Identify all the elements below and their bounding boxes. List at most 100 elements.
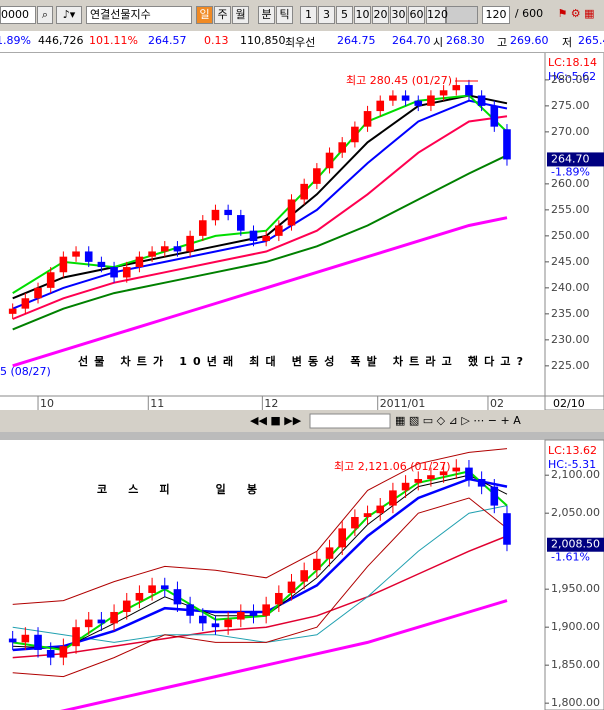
candle-body — [59, 256, 68, 273]
hc-label: HC:-5.62 — [548, 70, 596, 83]
top-plot — [8, 77, 511, 368]
lc-label: LC:18.14 — [548, 56, 597, 69]
candle-body — [401, 95, 410, 101]
y-tick-label: 1,800.00 — [551, 696, 600, 709]
candle-body — [198, 615, 207, 624]
y-tick-label: 275.00 — [551, 99, 590, 112]
candle-body — [122, 267, 131, 278]
x-tick-label: 12 — [264, 397, 278, 410]
candle-body — [59, 646, 68, 658]
moving-average — [12, 535, 508, 659]
candle-body — [21, 298, 30, 309]
count-input[interactable]: 120 — [482, 6, 510, 24]
candle-body — [503, 513, 511, 545]
y-tick-label: 1,850.00 — [551, 658, 600, 671]
quote-field: 고 — [497, 36, 508, 49]
price-tag-label: 2,008.50 — [551, 538, 600, 551]
period-button[interactable]: 일 — [196, 6, 213, 24]
period-button[interactable]: 1 — [300, 6, 317, 24]
candle-body — [211, 623, 220, 628]
candle-body — [477, 95, 486, 106]
period-button[interactable]: 주 — [214, 6, 231, 24]
sound-button[interactable]: ♪▾ — [56, 6, 82, 24]
candle-body — [351, 126, 359, 143]
candle-body — [224, 619, 232, 628]
change-label: -1.61% — [551, 551, 590, 564]
period-button[interactable]: 3 — [318, 6, 335, 24]
quote-field: 265.4 — [578, 34, 604, 47]
candle-body — [414, 478, 423, 483]
quote-bar: -1.89% 446,726 101.11% 264.57 0.13 110,850최우선… — [0, 31, 604, 53]
candle-body — [262, 604, 270, 616]
name-input[interactable]: 연결선물지수 — [86, 6, 192, 24]
candle-body — [224, 209, 232, 216]
quote-field: 264.75 — [337, 34, 376, 47]
y-tick-label: 260.00 — [551, 177, 590, 190]
candle-body — [465, 85, 473, 96]
zoom-slider[interactable] — [309, 413, 391, 429]
candle-body — [135, 592, 144, 601]
candle-body — [427, 475, 435, 479]
period-button[interactable]: 5 — [336, 6, 353, 24]
candle-body — [122, 600, 131, 612]
period-button[interactable]: 분 — [258, 6, 275, 24]
tool-icons[interactable]: ⚑ ⚙ ▦ — [557, 7, 595, 20]
candle-body — [198, 220, 207, 236]
candle-body — [97, 261, 106, 268]
candle-body — [8, 308, 17, 314]
bottom-axis-bg — [544, 439, 604, 710]
scroll-bar[interactable] — [0, 410, 604, 432]
candle-body — [325, 152, 334, 169]
period-button[interactable]: 20 — [372, 6, 389, 24]
candle-body — [363, 111, 372, 127]
quote-field: 저 — [562, 36, 573, 49]
quote-field: 269.60 — [510, 34, 549, 47]
candle-body — [249, 611, 258, 616]
period-select[interactable] — [446, 6, 478, 24]
quote-field: 최우선 — [285, 36, 316, 49]
candle-body — [148, 251, 156, 257]
code-input[interactable]: 0000 — [0, 6, 36, 24]
period-button[interactable]: 월 — [232, 6, 249, 24]
low-annotation: 5 (08/27) — [0, 365, 51, 378]
candle-body — [376, 505, 385, 514]
candle-body — [46, 649, 55, 658]
period-button[interactable]: 30 — [390, 6, 407, 24]
candle-body — [389, 95, 397, 101]
quote-field: 시 — [433, 36, 444, 49]
hc-label: HC:-5.31 — [548, 458, 596, 471]
lc-label: LC:13.62 — [548, 444, 597, 457]
y-tick-label: 280.00 — [551, 73, 590, 86]
candle-body — [389, 490, 397, 506]
candle-body — [186, 604, 194, 616]
candle-body — [34, 634, 42, 650]
y-tick-label: 225.00 — [551, 359, 590, 372]
top-chart-bg — [0, 52, 604, 410]
period-button[interactable]: 10 — [354, 6, 371, 24]
candle-body — [110, 267, 118, 278]
splitter[interactable] — [0, 432, 604, 440]
scroll-controls[interactable]: ◀◀ ■ ▶▶ — [250, 414, 302, 427]
period-button[interactable]: 60 — [408, 6, 425, 24]
candle-body — [237, 215, 245, 231]
price-tag-label: 264.70 — [551, 152, 590, 165]
candle-body — [249, 230, 258, 242]
search-button[interactable]: ⌕ — [37, 6, 53, 24]
candle-body — [160, 246, 169, 252]
period-button[interactable]: 120 — [426, 6, 448, 24]
moving-average — [12, 154, 508, 331]
price-tag — [547, 537, 604, 552]
x-tick-label: 2011/01 — [380, 397, 426, 410]
candle-body — [338, 142, 347, 153]
candle-body — [287, 199, 296, 226]
candle-body — [8, 638, 17, 643]
period-button[interactable]: 틱 — [276, 6, 293, 24]
candle-body — [490, 486, 499, 506]
candle-body — [275, 592, 283, 605]
candle-body — [237, 611, 245, 620]
candle-body — [300, 183, 308, 200]
tool-icons[interactable]: ▦ ▧ ▭ ◇ ⊿ ▷ ⋯ − + A — [395, 414, 521, 427]
candle-body — [262, 235, 270, 242]
